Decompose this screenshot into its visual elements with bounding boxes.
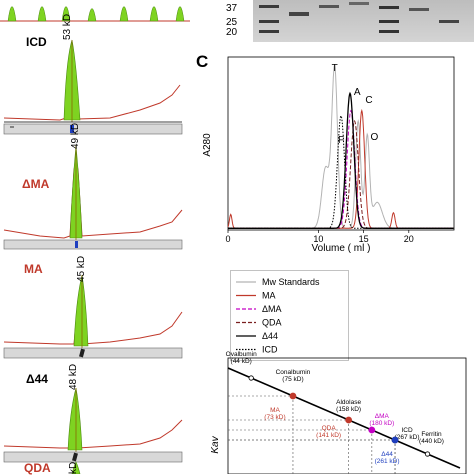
chromatogram-icd <box>3 39 183 135</box>
kav-point-sublabel: (267 kD) <box>395 434 420 441</box>
panel-label-qda: QDA <box>24 461 51 475</box>
kav-point-sublabel: (261 kD) <box>375 458 400 465</box>
gel-band <box>379 30 399 33</box>
gel-image: 37 25 20 <box>226 0 474 42</box>
chromatogram-d44 <box>3 387 183 463</box>
panel-letter-c: C <box>196 52 209 71</box>
kav-point <box>368 426 376 434</box>
gel-band <box>259 30 279 33</box>
x-tick-label: 10 <box>313 234 323 244</box>
legend-label: ΔMA <box>262 304 282 314</box>
gel-marker-25: 25 <box>226 17 238 28</box>
panel-label-ma: MA <box>24 262 43 276</box>
kd-label-icd: 53 kD <box>62 13 73 40</box>
kav-point-sublabel: (73 kD) <box>264 414 285 421</box>
x-tick-label: 20 <box>404 234 414 244</box>
kav-point-label: Ferritin <box>421 431 442 438</box>
kd-label-qda: kD <box>68 461 79 474</box>
gel-band <box>259 5 279 8</box>
x-axis-label: Volume ( ml ) <box>312 243 371 254</box>
panel-label-dma: ΔMA <box>22 177 50 191</box>
panel-label-d44: Δ44 <box>26 372 48 386</box>
legend-label: ICD <box>262 345 278 355</box>
kav-point <box>391 436 399 444</box>
top-peaks <box>7 6 185 22</box>
chromatogram-dma <box>3 144 183 250</box>
kav-point-sublabel: (141 kD) <box>316 432 341 439</box>
gel-band <box>319 5 339 8</box>
gel-band <box>409 8 429 11</box>
kav-point-label: Ovalbumin <box>226 351 257 358</box>
kav-point-label: QDA <box>322 425 337 432</box>
y-axis-label: A280 <box>202 133 213 157</box>
gel-band <box>439 20 459 23</box>
kav-point <box>424 451 431 457</box>
kav-point <box>289 392 297 400</box>
legend-label: QDA <box>262 318 282 328</box>
peak-label: A <box>354 87 361 98</box>
kav-point-label: Conalbumin <box>276 369 311 376</box>
gel-marker-37: 37 <box>226 3 238 14</box>
kav-point-sublabel: (180 kD) <box>369 420 394 427</box>
gel-band <box>259 20 279 23</box>
chart-frame <box>227 56 455 231</box>
gel-band <box>289 12 309 16</box>
peak-label: T <box>332 63 338 74</box>
peak-label: F <box>338 135 344 146</box>
kav-point-label: ΔMA <box>375 413 390 420</box>
chart-legend: Mw Standards MA ΔMA QDA Δ44 ICD <box>230 270 349 361</box>
chromatogram-ma <box>3 274 183 359</box>
gel-marker-20: 20 <box>226 27 238 38</box>
kav-fit-line <box>227 367 461 469</box>
top-peaks-strip <box>0 6 190 22</box>
legend-label: Mw Standards <box>262 277 320 287</box>
peak-label: C <box>365 95 372 106</box>
series-line <box>228 63 454 229</box>
kd-label-dma: 49 kD <box>70 122 81 149</box>
x-tick-label: 0 <box>225 234 230 244</box>
kav-frame <box>227 357 467 474</box>
gel-band <box>349 2 369 5</box>
series-line <box>228 114 454 229</box>
kav-point <box>248 375 254 381</box>
series-line <box>228 91 454 229</box>
gel-band <box>379 20 399 23</box>
gel-band <box>379 6 399 9</box>
kd-label-ma: 45 kD <box>76 255 87 282</box>
kav-point-sublabel: (440 kD) <box>419 438 444 445</box>
kav-point-label: Δ44 <box>381 451 393 458</box>
chromatogram-qda <box>71 461 81 474</box>
legend-label: MA <box>262 291 276 301</box>
kav-y-label: Kav <box>210 435 221 453</box>
kd-label-d44: 48 kD <box>68 363 79 390</box>
kav-point <box>345 416 353 424</box>
legend-label: Δ44 <box>262 331 278 341</box>
kav-point-label: ICD <box>401 427 413 434</box>
kav-point-label: MA <box>270 407 280 414</box>
x-tick-label: 15 <box>359 234 369 244</box>
left-chromatograms <box>3 39 183 474</box>
kav-point-label: Aldolase <box>336 399 361 406</box>
kav-point-sublabel: (44 kD) <box>231 358 252 365</box>
chromatogram-chart: A280 Volume ( ml ) 0 10 15 20 T AC O F <box>202 56 455 254</box>
peak-label: O <box>371 132 379 143</box>
kav-point-sublabel: (75 kD) <box>282 376 303 383</box>
kav-point-sublabel: (158 kD) <box>336 406 361 413</box>
kav-chart: Kav Ovalbumin(44 kD)Conalbumin(75 kD)MA(… <box>210 351 467 474</box>
panel-label-icd: ICD <box>26 35 47 49</box>
